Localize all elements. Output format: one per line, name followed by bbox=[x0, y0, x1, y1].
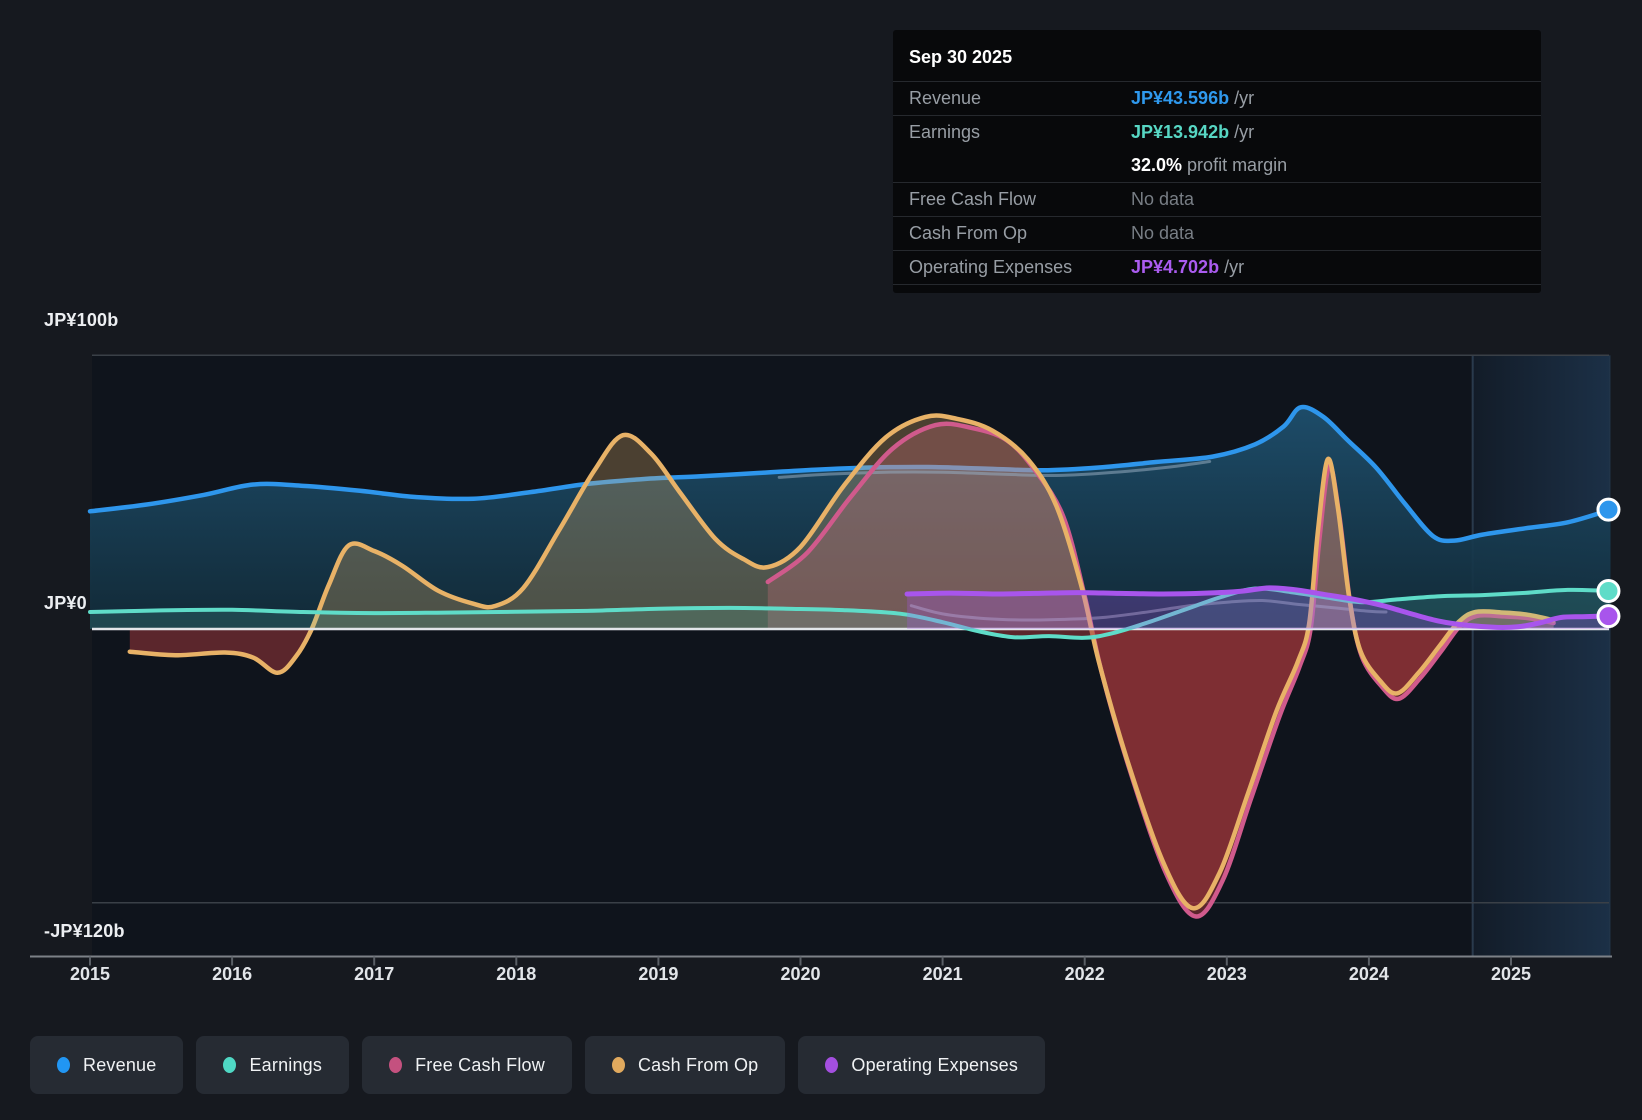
operating-expenses-value: JP¥4.702b bbox=[1131, 257, 1220, 277]
value-suffix: /yr bbox=[1234, 122, 1255, 142]
legend-item-operating-expenses[interactable]: Operating Expenses bbox=[798, 1036, 1046, 1094]
y-axis-label-0: JP¥0 bbox=[44, 593, 87, 613]
free-cash-flow-dot-icon bbox=[389, 1057, 403, 1073]
revenue-shadow-line bbox=[777, 460, 1212, 479]
gray-accent-line bbox=[909, 598, 1388, 622]
legend-label: Free Cash Flow bbox=[415, 1054, 545, 1075]
readout-row-earnings: Earnings JP¥13.942b /yr bbox=[893, 115, 1541, 149]
x-axis-label-2019: 2019 bbox=[638, 964, 679, 984]
x-axis-label-2022: 2022 bbox=[1064, 964, 1105, 984]
x-axis-label-2024: 2024 bbox=[1348, 964, 1389, 984]
x-axis-label-2025: 2025 bbox=[1490, 964, 1532, 984]
legend-label: Revenue bbox=[83, 1054, 157, 1075]
row-label: Cash From Op bbox=[909, 223, 1028, 243]
legend-item-cash-from-op[interactable]: Cash From Op bbox=[584, 1036, 786, 1094]
value-suffix: profit margin bbox=[1187, 155, 1288, 175]
revenue-line bbox=[87, 404, 1613, 544]
x-axis-label-2015: 2015 bbox=[69, 964, 111, 984]
profit-margin-value: 32.0% bbox=[1131, 155, 1183, 175]
data-readout-panel: Sep 30 2025 Revenue JP¥43.596b /yr Earni… bbox=[893, 30, 1541, 293]
readout-row-cash-from-op: Cash From Op No data bbox=[893, 216, 1541, 250]
operating-expenses-dot-icon bbox=[825, 1057, 839, 1073]
x-axis-label-2023: 2023 bbox=[1206, 964, 1247, 984]
legend-item-free-cash-flow[interactable]: Free Cash Flow bbox=[362, 1036, 572, 1094]
y-axis-label-100b: JP¥100b bbox=[44, 310, 119, 330]
x-axis-label-2016: 2016 bbox=[212, 964, 253, 984]
revenue-value: JP¥43.596b bbox=[1131, 88, 1230, 108]
x-axis-label-2020: 2020 bbox=[780, 964, 821, 984]
revenue-dot-icon bbox=[57, 1057, 70, 1073]
legend-item-revenue[interactable]: Revenue bbox=[30, 1036, 184, 1094]
row-label: Earnings bbox=[909, 122, 981, 142]
operating-expenses-line bbox=[904, 585, 1613, 630]
end-marker bbox=[1596, 578, 1621, 603]
row-label: Free Cash Flow bbox=[909, 189, 1037, 209]
legend-label: Cash From Op bbox=[637, 1054, 759, 1075]
end-marker bbox=[1596, 497, 1621, 522]
row-label: Operating Expenses bbox=[909, 257, 1073, 277]
value-suffix: /yr bbox=[1234, 88, 1255, 108]
chart-legend: Revenue Earnings Free Cash Flow Cash Fro… bbox=[30, 1036, 1046, 1094]
earnings-dot-icon bbox=[223, 1057, 237, 1073]
x-axis-label-2021: 2021 bbox=[922, 964, 963, 984]
readout-date: Sep 30 2025 bbox=[909, 47, 1013, 67]
cash-from-op-line bbox=[127, 413, 1556, 911]
end-marker bbox=[1596, 604, 1621, 629]
row-label: Revenue bbox=[909, 88, 982, 108]
readout-row-profit-margin: 32.0% profit margin bbox=[893, 149, 1541, 182]
readout-row-revenue: Revenue JP¥43.596b /yr bbox=[893, 81, 1541, 115]
free-cash-flow-line bbox=[765, 421, 1556, 919]
free-cash-flow-value: No data bbox=[1131, 189, 1195, 209]
cash-from-op-value: No data bbox=[1131, 223, 1195, 243]
legend-label: Operating Expenses bbox=[851, 1054, 1019, 1075]
x-axis-label-2018: 2018 bbox=[496, 964, 537, 984]
earnings-value: JP¥13.942b bbox=[1131, 122, 1230, 142]
value-suffix: /yr bbox=[1224, 257, 1245, 277]
y-axis-label-neg120b: -JP¥120b bbox=[44, 921, 125, 941]
x-axis-label-2017: 2017 bbox=[354, 964, 395, 984]
cash-from-op-dot-icon bbox=[611, 1057, 625, 1073]
legend-label: Earnings bbox=[249, 1054, 323, 1075]
legend-item-earnings[interactable]: Earnings bbox=[196, 1036, 350, 1094]
readout-row-operating-expenses: Operating Expenses JP¥4.702b /yr bbox=[893, 250, 1541, 285]
earnings-line bbox=[88, 586, 1613, 640]
readout-row-free-cash-flow: Free Cash Flow No data bbox=[893, 182, 1541, 216]
